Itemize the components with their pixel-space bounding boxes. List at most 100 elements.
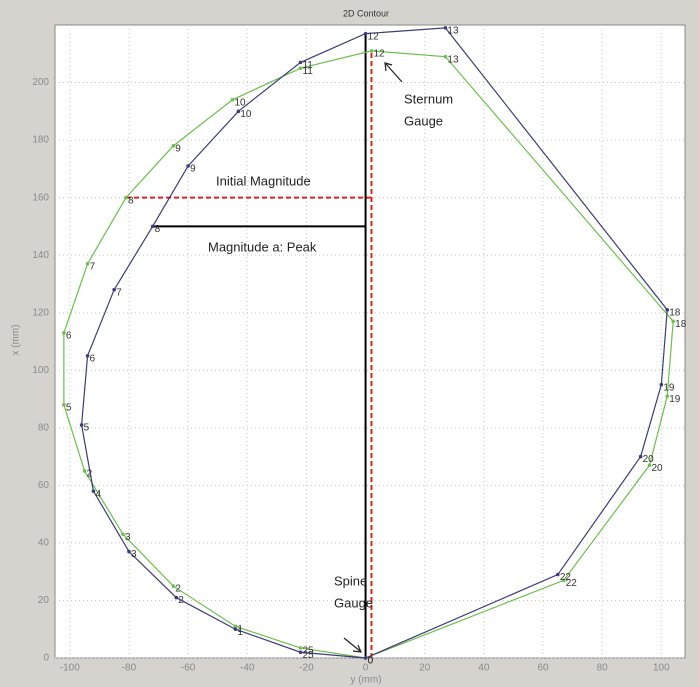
- annotation: Gauge: [334, 595, 373, 610]
- point-label: 19: [663, 382, 675, 393]
- x-tick-label: 0: [363, 663, 369, 674]
- point: [233, 624, 238, 629]
- y-tick-label: 200: [32, 77, 49, 88]
- point-label: 18: [669, 307, 681, 318]
- arrowhead: [352, 644, 362, 653]
- x-tick-label: 80: [597, 663, 609, 674]
- point: [638, 454, 643, 459]
- point: [556, 572, 560, 577]
- point-label: 7: [116, 287, 122, 298]
- x-tick-label: -100: [60, 663, 80, 674]
- y-tick-label: 80: [38, 422, 50, 433]
- arrowhead: [384, 62, 393, 72]
- point-label: 2: [175, 584, 181, 595]
- y-tick-label: 60: [38, 480, 50, 491]
- point-label: 11: [302, 66, 313, 77]
- point: [298, 66, 303, 70]
- point-label: 3: [131, 549, 137, 560]
- arrows: [343, 62, 403, 653]
- point: [665, 308, 670, 312]
- point-label: 12: [368, 31, 380, 42]
- y-axis-label: x (mm): [11, 324, 22, 355]
- point-label: 25: [302, 650, 314, 661]
- point-label: 19: [669, 394, 681, 405]
- point-label: 7: [90, 261, 96, 272]
- point-label: 6: [90, 354, 96, 365]
- point-label: 5: [84, 423, 90, 434]
- point-label: 6: [66, 331, 72, 342]
- point-label: 12: [373, 49, 385, 60]
- point-label: 10: [234, 97, 246, 108]
- point: [230, 98, 235, 102]
- point: [186, 164, 190, 168]
- arrow: [343, 637, 361, 652]
- point: [85, 354, 90, 358]
- point-label: 25: [302, 646, 314, 657]
- point: [298, 646, 303, 650]
- point-label: 0: [368, 656, 374, 667]
- point: [443, 26, 448, 30]
- arrow: [385, 63, 403, 83]
- point-label: 1: [237, 624, 243, 635]
- point: [363, 31, 368, 36]
- contour-line: [63, 50, 674, 659]
- x-tick-label: -80: [122, 663, 137, 674]
- point-label: 22: [566, 578, 578, 589]
- point: [62, 331, 66, 335]
- annotation: Sternum: [404, 91, 453, 106]
- point-label: 9: [175, 143, 181, 154]
- y-tick-label: 120: [32, 307, 49, 318]
- point-label: 2: [87, 469, 93, 480]
- point: [127, 549, 131, 554]
- point-label: 10: [240, 109, 252, 120]
- point-label: 2: [178, 595, 184, 606]
- point: [112, 287, 116, 292]
- point: [91, 489, 96, 493]
- x-tick-label: -20: [299, 663, 314, 674]
- point: [85, 262, 90, 266]
- point: [647, 463, 652, 468]
- x-tick-label: -60: [181, 663, 196, 674]
- point-label: 4: [95, 489, 101, 500]
- annotation: Spine: [334, 573, 367, 588]
- y-tick-label: 40: [38, 538, 50, 549]
- point-label: 0: [368, 656, 374, 667]
- point: [150, 224, 155, 229]
- y-tick-label: 100: [32, 365, 49, 376]
- x-tick-label: 40: [478, 663, 490, 674]
- point: [233, 627, 238, 632]
- point: [124, 195, 128, 200]
- point: [665, 394, 670, 398]
- y-tick-label: 0: [43, 653, 49, 664]
- point: [363, 656, 368, 660]
- annotation: Gauge: [404, 113, 443, 128]
- point: [369, 49, 374, 53]
- point: [236, 109, 241, 114]
- point-label: 11: [302, 60, 313, 71]
- point-label: 8: [128, 195, 134, 206]
- chart-title: 2D Contour: [343, 8, 389, 18]
- y-tick-label: 140: [32, 250, 49, 261]
- y-tick-label: 180: [32, 135, 49, 146]
- point-label: 20: [652, 463, 664, 474]
- x-tick-label: 20: [419, 663, 431, 674]
- annotation: Magnitude a: Peak: [208, 239, 317, 254]
- point-label: 3: [125, 532, 131, 543]
- point: [671, 319, 675, 324]
- y-tick-label: 160: [32, 192, 49, 203]
- y-tick-label: 20: [38, 595, 50, 606]
- x-tick-label: 100: [653, 663, 670, 674]
- point: [82, 469, 87, 473]
- x-tick-label: 60: [537, 663, 549, 674]
- plot-area: [54, 24, 686, 659]
- point-label: 9: [190, 164, 196, 175]
- point: [561, 578, 566, 583]
- point: [659, 382, 664, 387]
- point-label: 13: [447, 26, 459, 37]
- point-label: 18: [675, 319, 687, 330]
- point-label: 8: [155, 224, 161, 235]
- annotation: Initial Magnitude: [216, 173, 311, 188]
- point-label: 20: [643, 454, 655, 465]
- x-tick-label: -40: [240, 663, 255, 674]
- point: [174, 595, 179, 600]
